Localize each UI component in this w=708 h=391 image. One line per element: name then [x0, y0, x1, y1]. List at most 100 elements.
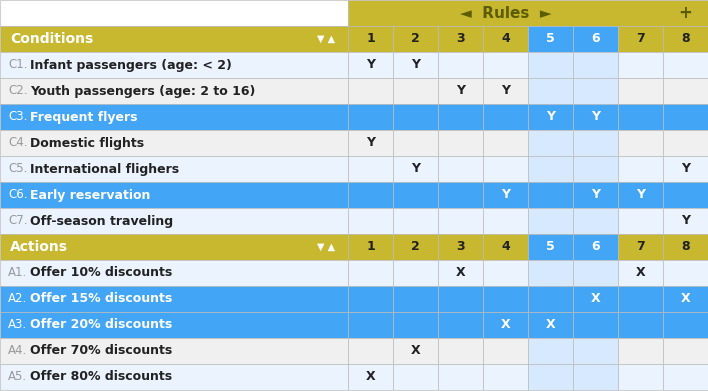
Bar: [0, 26, 348, 52]
Text: 2: 2: [411, 240, 420, 253]
Bar: [348, 234, 393, 260]
Bar: [393, 260, 438, 286]
Bar: [438, 286, 483, 312]
Text: 1: 1: [366, 240, 375, 253]
Text: Offer 80% discounts: Offer 80% discounts: [30, 371, 172, 384]
Bar: [348, 182, 393, 208]
Text: A2.: A2.: [8, 292, 27, 305]
Text: Frequent flyers: Frequent flyers: [30, 111, 137, 124]
Bar: [393, 104, 438, 130]
Bar: [663, 130, 708, 156]
Bar: [528, 364, 573, 390]
Text: X: X: [590, 292, 600, 305]
Bar: [618, 286, 663, 312]
Text: 6: 6: [591, 240, 600, 253]
Bar: [573, 208, 618, 234]
Bar: [438, 156, 483, 182]
Bar: [573, 260, 618, 286]
Text: 6: 6: [591, 32, 600, 45]
Text: 3: 3: [456, 240, 465, 253]
Bar: [483, 156, 528, 182]
Bar: [348, 78, 393, 104]
Bar: [348, 104, 393, 130]
Bar: [438, 182, 483, 208]
Text: 3: 3: [456, 32, 465, 45]
Text: 1: 1: [366, 32, 375, 45]
Bar: [663, 52, 708, 78]
Bar: [663, 104, 708, 130]
Text: 5: 5: [546, 240, 555, 253]
Bar: [438, 130, 483, 156]
Bar: [618, 104, 663, 130]
Bar: [528, 338, 573, 364]
Bar: [573, 26, 618, 52]
Bar: [663, 156, 708, 182]
Bar: [483, 78, 528, 104]
Text: 2: 2: [411, 32, 420, 45]
Text: Y: Y: [546, 111, 555, 124]
Bar: [573, 364, 618, 390]
Bar: [393, 156, 438, 182]
Bar: [348, 0, 708, 26]
Bar: [393, 312, 438, 338]
Bar: [348, 52, 393, 78]
Text: Y: Y: [681, 215, 690, 228]
Bar: [573, 286, 618, 312]
Bar: [438, 260, 483, 286]
Bar: [393, 52, 438, 78]
Bar: [618, 130, 663, 156]
Text: 7: 7: [636, 240, 645, 253]
Text: X: X: [366, 371, 375, 384]
Bar: [663, 234, 708, 260]
Text: X: X: [680, 292, 690, 305]
Bar: [528, 312, 573, 338]
Text: A5.: A5.: [8, 371, 27, 384]
Bar: [573, 182, 618, 208]
Text: Early reservation: Early reservation: [30, 188, 150, 201]
Text: Y: Y: [366, 136, 375, 149]
Text: International flighers: International flighers: [30, 163, 179, 176]
Text: Youth passengers (age: 2 to 16): Youth passengers (age: 2 to 16): [30, 84, 256, 97]
Bar: [0, 130, 348, 156]
Bar: [438, 78, 483, 104]
Bar: [663, 78, 708, 104]
Bar: [483, 286, 528, 312]
Text: Y: Y: [501, 188, 510, 201]
Text: 8: 8: [681, 240, 690, 253]
Bar: [0, 0, 348, 26]
Bar: [618, 338, 663, 364]
Bar: [483, 52, 528, 78]
Bar: [618, 78, 663, 104]
Bar: [618, 260, 663, 286]
Text: Y: Y: [411, 163, 420, 176]
Bar: [348, 130, 393, 156]
Text: +: +: [678, 4, 692, 22]
Bar: [663, 286, 708, 312]
Bar: [348, 338, 393, 364]
Bar: [393, 182, 438, 208]
Bar: [573, 78, 618, 104]
Text: Y: Y: [456, 84, 465, 97]
Bar: [663, 182, 708, 208]
Text: X: X: [411, 344, 421, 357]
Text: Offer 70% discounts: Offer 70% discounts: [30, 344, 172, 357]
Bar: [528, 208, 573, 234]
Bar: [618, 312, 663, 338]
Bar: [663, 208, 708, 234]
Text: Conditions: Conditions: [10, 32, 93, 46]
Text: C3.: C3.: [8, 111, 28, 124]
Text: C2.: C2.: [8, 84, 28, 97]
Bar: [483, 130, 528, 156]
Bar: [663, 26, 708, 52]
Bar: [438, 312, 483, 338]
Text: X: X: [456, 267, 465, 280]
Bar: [618, 156, 663, 182]
Bar: [483, 260, 528, 286]
Bar: [348, 208, 393, 234]
Text: ▼ ▲: ▼ ▲: [317, 34, 335, 44]
Text: C6.: C6.: [8, 188, 28, 201]
Text: Infant passengers (age: < 2): Infant passengers (age: < 2): [30, 59, 232, 72]
Text: Y: Y: [591, 111, 600, 124]
Bar: [393, 130, 438, 156]
Text: Y: Y: [411, 59, 420, 72]
